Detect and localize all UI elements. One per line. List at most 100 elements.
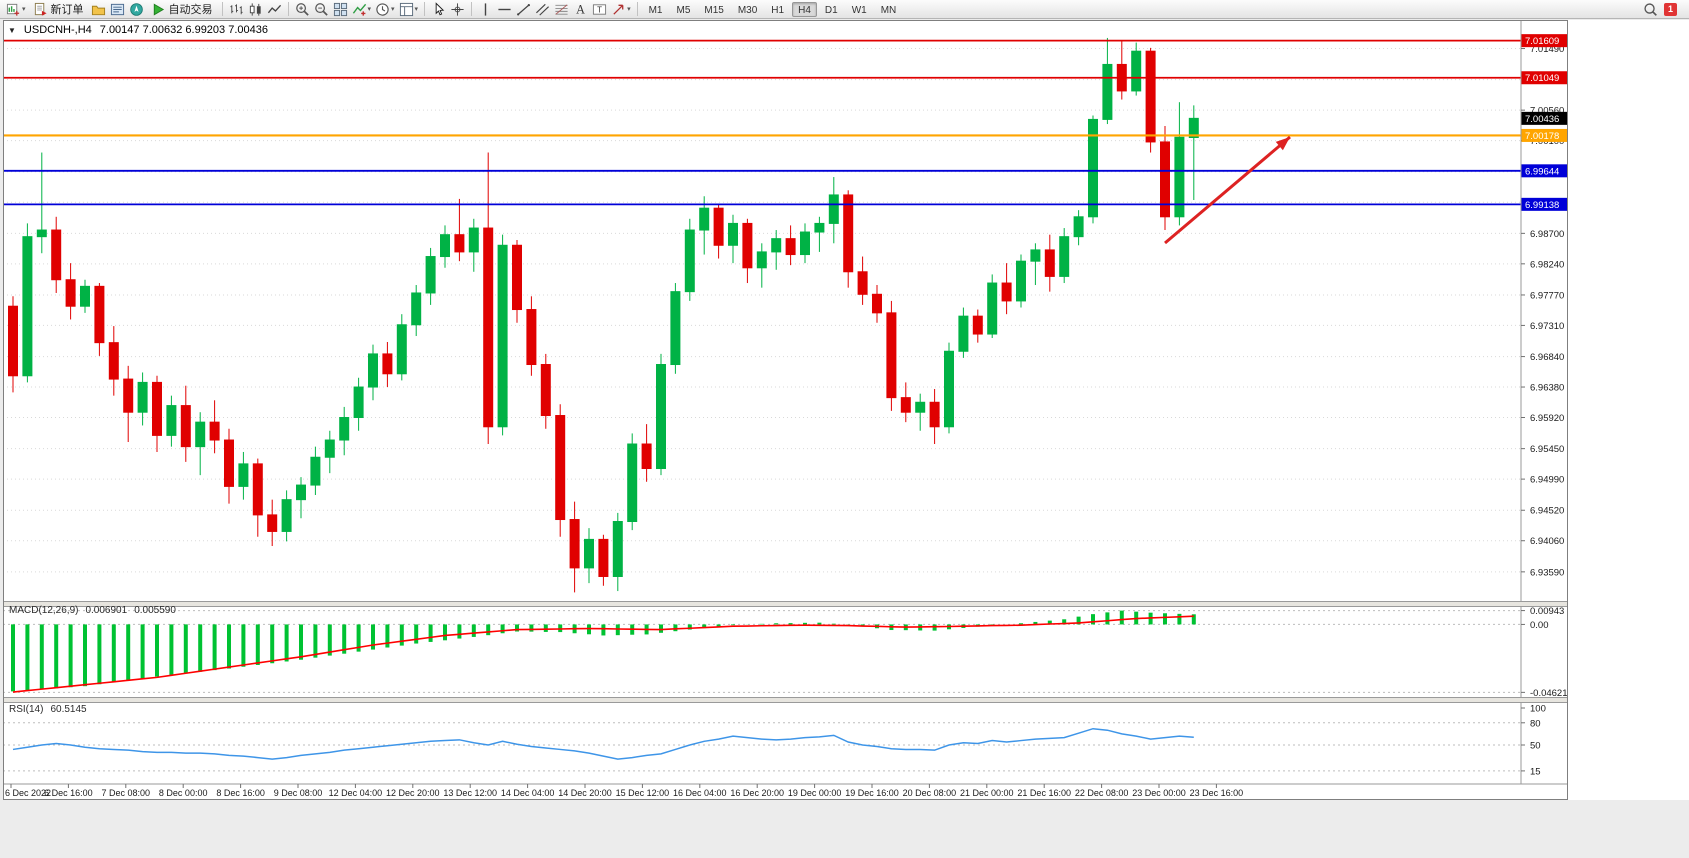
price-badge-6.99138: 6.99138	[1521, 197, 1568, 211]
auto-trading-button[interactable]: 自动交易	[147, 1, 217, 18]
svg-text:9 Dec 08:00: 9 Dec 08:00	[274, 788, 323, 798]
chart-menu-triangle-icon[interactable]: ▼	[8, 25, 16, 35]
toolbar-separator	[471, 2, 473, 16]
svg-text:0.00: 0.00	[1530, 620, 1549, 631]
svg-text:8 Dec 00:00: 8 Dec 00:00	[159, 788, 208, 798]
fibonacci-tool-icon[interactable]	[553, 1, 570, 18]
trend-arrow-annotation[interactable]	[1164, 135, 1291, 245]
timeframe-d1-button[interactable]: D1	[824, 4, 838, 16]
svg-text:6.95920: 6.95920	[1530, 413, 1564, 424]
arrows-tool-icon	[611, 2, 626, 17]
panel-separator[interactable]	[3, 601, 1568, 607]
macd-gridlines	[3, 610, 1521, 693]
timeframe-m1-button[interactable]: M1	[648, 4, 663, 16]
price-badge-7.01609: 7.01609	[1521, 34, 1568, 48]
timeframe-w1-button[interactable]: W1	[851, 4, 867, 16]
svg-text:21 Dec 16:00: 21 Dec 16:00	[1017, 788, 1071, 798]
svg-text:7.01049: 7.01049	[1525, 73, 1559, 84]
svg-text:21 Dec 00:00: 21 Dec 00:00	[960, 788, 1014, 798]
dropdown-caret-icon: ▾	[391, 6, 395, 13]
search-icon[interactable]	[1642, 1, 1659, 18]
horizontal-line-tool-icon[interactable]	[496, 1, 513, 18]
trendline-tool-icon[interactable]	[515, 1, 532, 18]
label-tool-icon[interactable]: T	[591, 1, 608, 18]
templates-icon	[399, 2, 414, 17]
timeframe-m5-button[interactable]: M5	[676, 4, 691, 16]
svg-text:6.94520: 6.94520	[1530, 506, 1564, 517]
tile-windows-icon[interactable]	[332, 1, 349, 18]
vertical-line-tool-icon	[478, 2, 493, 17]
svg-text:8 Dec 16:00: 8 Dec 16:00	[216, 788, 265, 798]
candlestick-type-icon	[248, 2, 263, 17]
templates-icon[interactable]: ▾	[398, 1, 420, 18]
toolbar-separator	[221, 2, 223, 16]
timeframe-mn-button[interactable]: MN	[880, 4, 897, 16]
new-chart-icon[interactable]: ▾	[5, 1, 27, 18]
candlestick-type-icon[interactable]	[247, 1, 264, 18]
svg-text:6.96380: 6.96380	[1530, 383, 1564, 394]
search-icon	[1643, 2, 1658, 17]
svg-text:14 Dec 04:00: 14 Dec 04:00	[501, 788, 555, 798]
arrows-tool-icon[interactable]: ▾	[610, 1, 632, 18]
svg-text:80: 80	[1530, 718, 1541, 729]
svg-text:6 Dec 16:00: 6 Dec 16:00	[44, 788, 93, 798]
svg-text:6.94060: 6.94060	[1530, 536, 1564, 547]
svg-text:16 Dec 04:00: 16 Dec 04:00	[673, 788, 727, 798]
svg-text:12 Dec 20:00: 12 Dec 20:00	[386, 788, 440, 798]
zoom-out-icon	[314, 2, 329, 17]
svg-text:7.01490: 7.01490	[1530, 44, 1564, 55]
candlestick-series	[8, 37, 1199, 593]
rsi-line	[12, 727, 1194, 760]
dropdown-caret-icon: ▾	[367, 6, 372, 13]
timeframe-h1-button[interactable]: H1	[771, 4, 785, 16]
rsi-indicator-label: RSI(14) 60.5145	[9, 704, 87, 715]
macd-signal-line	[12, 615, 1194, 693]
zoom-out-icon[interactable]	[313, 1, 330, 18]
indicators-icon[interactable]: ▾	[351, 1, 373, 18]
svg-text:T: T	[597, 5, 602, 14]
price-badge-7.01049: 7.01049	[1521, 71, 1568, 85]
line-chart-type-icon[interactable]	[266, 1, 283, 18]
dropdown-caret-icon: ▾	[22, 6, 26, 13]
svg-text:7.00178: 7.00178	[1525, 131, 1559, 142]
text-tool-icon[interactable]: A	[572, 1, 589, 18]
svg-text:6.98700: 6.98700	[1530, 229, 1564, 240]
svg-text:23 Dec 00:00: 23 Dec 00:00	[1132, 788, 1186, 798]
notification-badge[interactable]: 1	[1663, 2, 1677, 16]
timeframe-m30-button[interactable]: M30	[737, 4, 758, 16]
navigator-icon	[129, 2, 144, 17]
profiles-icon[interactable]	[90, 1, 107, 18]
vertical-line-tool-icon[interactable]	[477, 1, 494, 18]
svg-text:22 Dec 08:00: 22 Dec 08:00	[1075, 788, 1129, 798]
zoom-in-icon	[295, 2, 310, 17]
chart-window-border	[3, 20, 1568, 800]
timeframe-h4-button[interactable]: H4	[792, 1, 817, 17]
svg-text:14 Dec 20:00: 14 Dec 20:00	[558, 788, 612, 798]
svg-text:100: 100	[1530, 704, 1546, 715]
navigator-icon[interactable]	[128, 1, 145, 18]
periods-icon[interactable]: ▾	[374, 1, 396, 18]
timeframe-m15-button[interactable]: M15	[704, 4, 724, 16]
new-order-button[interactable]: 新订单	[29, 1, 88, 18]
crosshair-icon[interactable]	[449, 1, 466, 18]
svg-text:6.97310: 6.97310	[1530, 321, 1564, 332]
svg-text:6.94990: 6.94990	[1530, 475, 1564, 486]
main-toolbar: ▾ 新订单 自动交易 ▾ ▾ ▾ A T ▾ M1 M5 M15 M30 H1 H4 D1 W1 MN 1	[0, 0, 1689, 19]
toolbar-separator	[424, 2, 426, 16]
chart-background	[3, 20, 1689, 800]
horizontal-line-objects	[3, 39, 1521, 206]
svg-text:19 Dec 00:00: 19 Dec 00:00	[788, 788, 842, 798]
market-watch-icon[interactable]	[109, 1, 126, 18]
rsi-name: RSI(14)	[9, 704, 44, 715]
dropdown-caret-icon: ▾	[414, 6, 419, 13]
price-badge-6.99644: 6.99644	[1521, 164, 1568, 178]
macd-signal-value: 0.005590	[134, 605, 176, 616]
zoom-in-icon[interactable]	[294, 1, 311, 18]
panel-separator[interactable]	[3, 697, 1568, 703]
macd-indicator-label: MACD(12,26,9) 0.006901 0.005590	[9, 605, 176, 616]
cursor-icon[interactable]	[430, 1, 447, 18]
chart-area[interactable]: 7.014907.005607.001006.987006.982406.977…	[3, 20, 1689, 800]
bar-chart-type-icon[interactable]	[228, 1, 245, 18]
equidistant-channel-tool-icon[interactable]	[534, 1, 551, 18]
